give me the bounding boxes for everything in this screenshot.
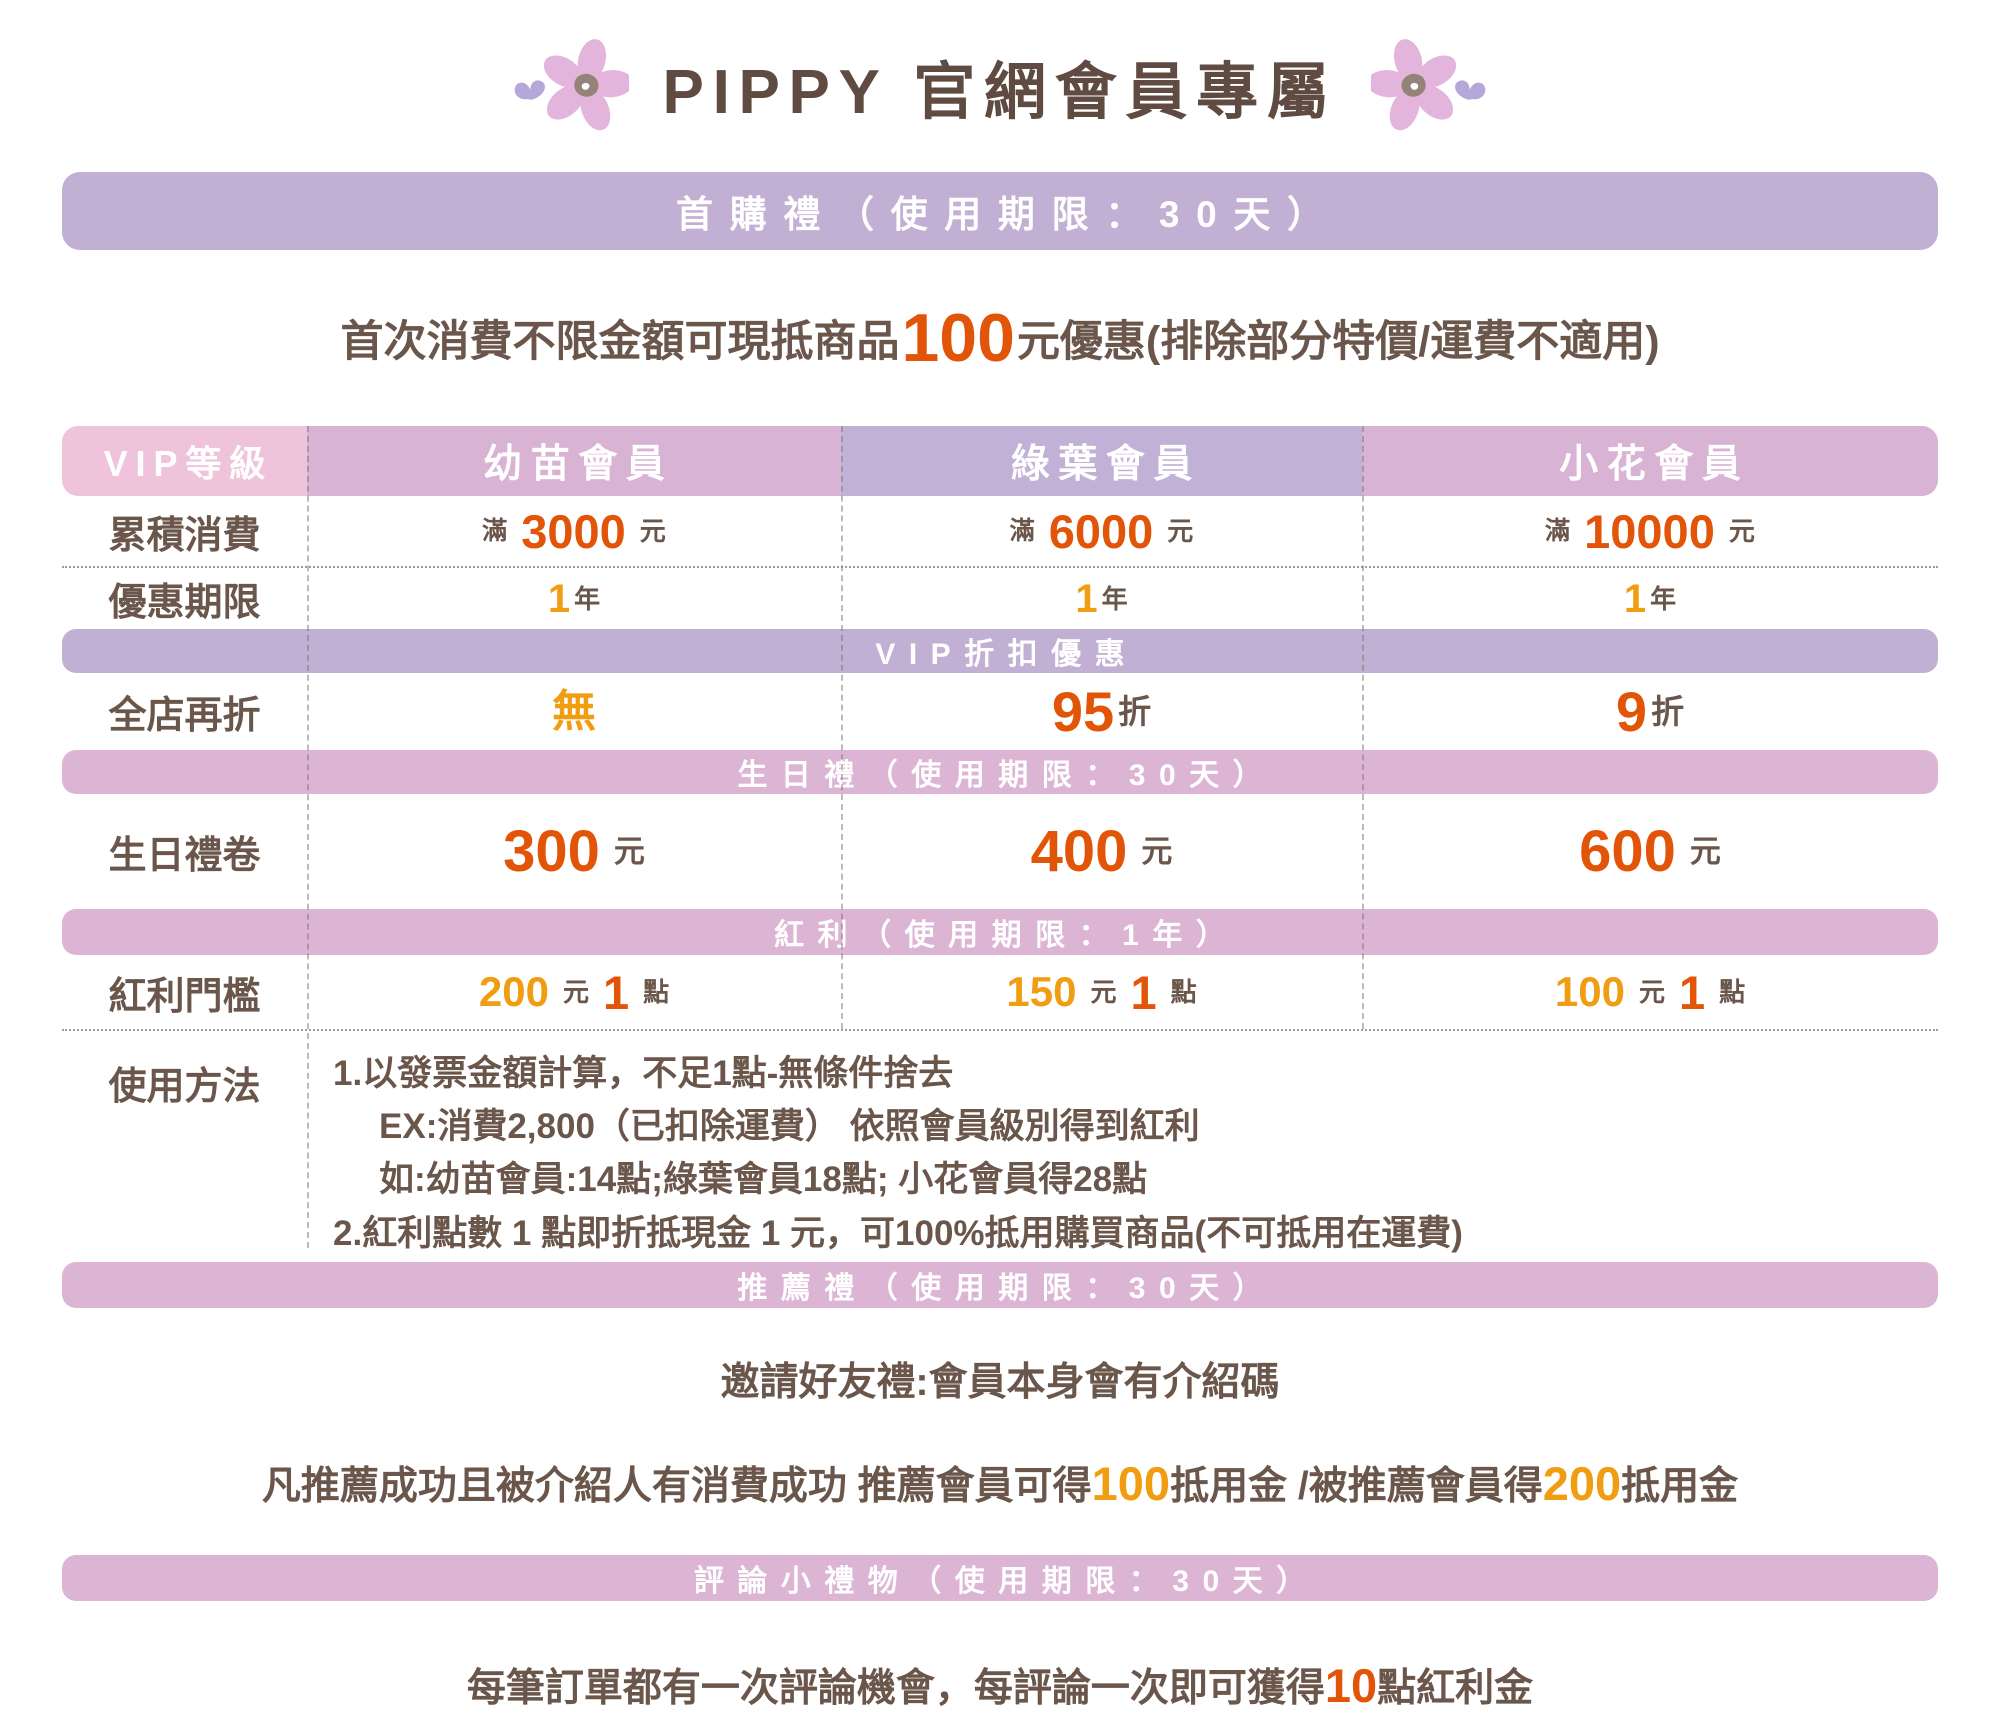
header-greenleaf-member: 綠葉會員 [841,426,1362,496]
banner-referral-gift: 推薦禮（使用期限：30天） [62,1262,1938,1308]
row-cumulative-spending: 累積消費 滿 3000 元 滿 6000 元 滿 10000 元 [62,496,1938,566]
page-header: PIPPY 官網會員專屬 [62,0,1938,172]
referral-amount-1: 100 [1091,1456,1171,1510]
birthday-greenleaf: 400 元 [1030,818,1173,884]
cumulative-flower: 滿 10000 元 [1545,504,1755,558]
referral-detail-note: 凡推薦成功且被介紹人有消費成功 推薦會員可得 100 抵用金 /被推薦會員得 200 抵… [261,1456,1739,1510]
usage-line-4: 2.紅利點數 1 點即折抵現金 1 元，可100%抵用購買商品(不可抵用在運費) [333,1213,1463,1253]
row-usage-method: 使用方法 1.以發票金額計算，不足1點-無條件捨去 EX:消費2,800（已扣除… [62,1029,1938,1253]
duration-flower: 1 年 [1623,576,1677,621]
banner-bonus-points: 紅利（使用期限：1年） [62,909,1938,955]
banner-first-purchase-label: 首購禮（使用期限：30天） [676,194,1341,235]
usage-line-3: 如:幼苗會員:14點;綠葉會員18點; 小花會員得28點 [379,1160,1148,1200]
review-points-amount: 10 [1324,1658,1378,1712]
column-divider-3 [1362,426,1364,1029]
referral-amount-2: 200 [1542,1456,1622,1510]
header-flower-member: 小花會員 [1362,426,1938,496]
banner-birthday-gift: 生日禮（使用期限：30天） [62,750,1938,794]
first-purchase-description: 首次消費不限金額可現抵商品 100 元優惠(排除部分特價/運費不適用) [62,293,1938,383]
usage-line-1: 1.以發票金額計算，不足1點-無條件捨去 [333,1054,954,1093]
first-purchase-desc-prefix: 首次消費不限金額可現抵商品 [340,318,900,366]
usage-line-2: EX:消費2,800（已扣除運費） 依照會員級別得到紅利 [379,1107,1200,1147]
row-bonus-threshold: 紅利門檻 200 元 1 點 150 元 1 點 100 元 1 點 [62,955,1938,1029]
review-detail-note: 每筆訂單都有一次評論機會，每評論一次即可獲得 10 點紅利金 [466,1658,1534,1712]
row-label: 累積消費 [108,514,261,557]
row-benefit-duration: 優惠期限 1 年 1 年 1 年 [62,566,1938,629]
birthday-seedling: 300 元 [503,818,645,884]
discount-greenleaf: 95 折 [1051,679,1152,743]
column-divider-1 [307,426,309,1248]
banner-first-purchase-gift: 首購禮（使用期限：30天） [62,172,1938,250]
bonus-flower: 100 元 1 點 [1554,965,1746,1019]
banner-review-gift: 評論小禮物（使用期限：30天） [62,1555,1938,1601]
row-label: 使用方法 [108,1066,261,1108]
row-label: 生日禮卷 [108,835,261,877]
first-purchase-amount: 100 [901,300,1015,376]
flower-decoration-right-icon [1371,39,1486,131]
duration-seedling: 1 年 [547,576,601,621]
cumulative-greenleaf: 滿 6000 元 [1009,504,1194,558]
bonus-greenleaf: 150 元 1 點 [1006,965,1197,1019]
row-label: 優惠期限 [108,582,261,624]
referral-invite-note: 邀請好友禮:會員本身會有介紹碼 [720,1361,1280,1404]
row-label: 紅利門檻 [108,975,261,1018]
discount-flower: 9 折 [1615,679,1685,743]
row-store-discount: 全店再折 無 95 折 9 折 [62,673,1938,750]
header-seedling-member: 幼苗會員 [307,426,841,496]
banner-vip-discount: VIP折扣優惠 [62,629,1938,673]
bonus-seedling: 200 元 1 點 [478,965,670,1019]
header-vip-level: VIP等級 [62,426,307,496]
duration-greenleaf: 1 年 [1075,576,1128,621]
cumulative-seedling: 滿 3000 元 [482,504,666,558]
column-divider-2 [841,426,843,1029]
discount-seedling: 無 [552,686,596,736]
row-label: 全店再折 [108,695,261,737]
table-header-row: VIP等級 幼苗會員 綠葉會員 小花會員 [62,426,1938,496]
first-purchase-desc-suffix: 元優惠(排除部分特價/運費不適用) [1016,318,1660,366]
row-birthday-voucher: 生日禮卷 300 元 400 元 600 元 [62,794,1938,909]
usage-instructions: 1.以發票金額計算，不足1點-無條件捨去 EX:消費2,800（已扣除運費） 依… [307,1031,1938,1260]
membership-benefits-page: PIPPY 官網會員專屬 首購禮（使用 [62,39,1938,1710]
birthday-flower: 600 元 [1579,818,1721,884]
flower-decoration-left-icon [514,39,629,131]
vip-tier-table: VIP等級 幼苗會員 綠葉會員 小花會員 累積消費 滿 3000 元 滿 600… [62,426,1938,1253]
page-title: PIPPY 官網會員專屬 [662,58,1338,127]
